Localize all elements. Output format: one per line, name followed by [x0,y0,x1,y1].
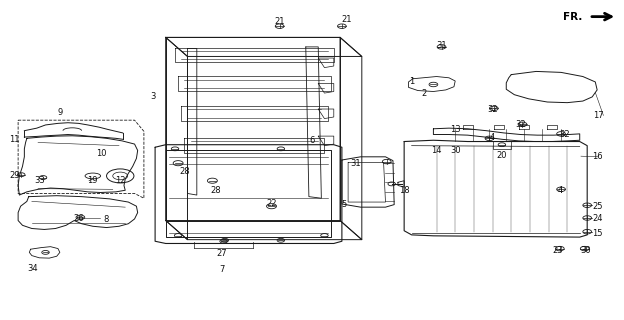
Text: 31: 31 [436,41,447,50]
Text: 25: 25 [592,202,602,211]
Text: 13: 13 [450,125,461,134]
Text: 4: 4 [490,133,495,142]
Text: 12: 12 [115,176,125,185]
Text: 14: 14 [431,146,442,155]
Text: 16: 16 [592,152,602,161]
Text: 3: 3 [150,92,156,101]
Text: 1: 1 [409,77,414,86]
Text: 30: 30 [581,246,592,255]
Text: 32: 32 [487,105,498,114]
Text: 8: 8 [104,215,109,224]
Text: 11: 11 [9,135,19,144]
Text: 17: 17 [593,111,603,120]
Text: 22: 22 [266,198,277,207]
Text: 26: 26 [73,214,84,223]
Text: 31: 31 [350,159,361,168]
Text: 19: 19 [87,176,98,185]
Text: 21: 21 [341,15,351,24]
Text: 34: 34 [27,264,39,273]
Text: 28: 28 [179,167,190,176]
Text: 4: 4 [557,186,562,195]
Text: 9: 9 [58,108,63,117]
Text: 23: 23 [553,246,563,255]
Text: 18: 18 [399,186,409,195]
Text: 7: 7 [219,265,225,275]
Text: 32: 32 [515,120,526,130]
Text: 32: 32 [559,130,570,139]
Text: 27: 27 [217,250,227,259]
Text: 6: 6 [310,136,314,145]
Text: 15: 15 [592,229,602,238]
Text: 29: 29 [9,172,19,180]
Text: 20: 20 [497,151,507,160]
Text: 28: 28 [210,186,221,195]
Text: 2: 2 [421,89,427,98]
Text: 5: 5 [342,200,347,209]
Text: 30: 30 [450,146,461,155]
Text: FR.: FR. [563,12,583,22]
Text: 24: 24 [592,214,602,223]
Text: 10: 10 [96,149,107,158]
Text: 33: 33 [34,176,45,185]
Text: 21: 21 [275,17,285,26]
